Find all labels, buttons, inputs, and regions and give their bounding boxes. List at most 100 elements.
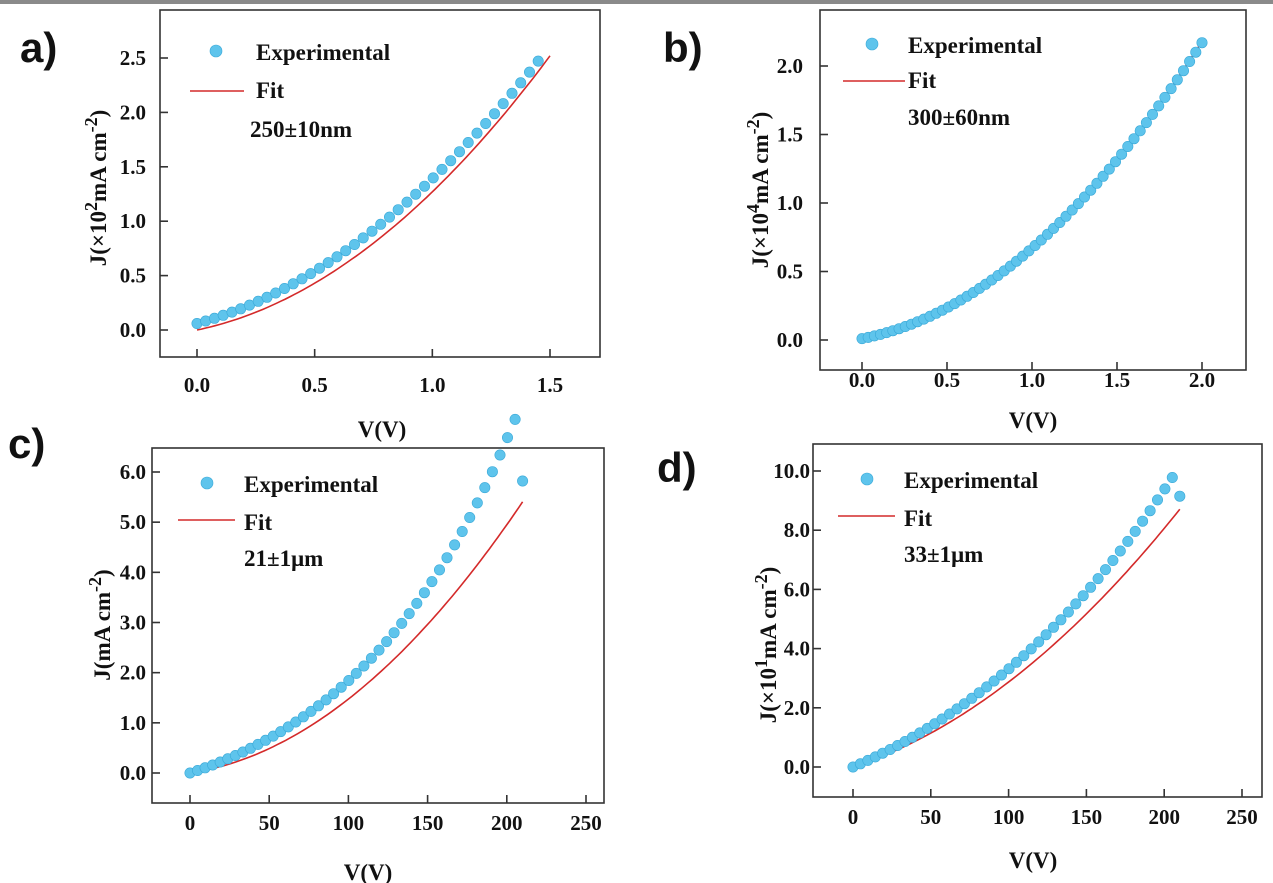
x-tick-label: 150 (1071, 805, 1103, 829)
experimental-point (456, 525, 468, 537)
experimental-point (278, 282, 290, 294)
experimental-point (1048, 621, 1060, 633)
x-tick-label: 100 (333, 811, 365, 835)
experimental-point (1092, 573, 1104, 585)
panel-label: c) (8, 420, 45, 467)
experimental-point (383, 211, 395, 223)
x-tick-label: 1.5 (1104, 368, 1130, 392)
panel-label: d) (657, 444, 697, 491)
experimental-point (1077, 590, 1089, 602)
y-tick-label: 0.5 (777, 260, 803, 284)
y-tick-label: 0.0 (120, 761, 146, 785)
panel-label: a) (20, 24, 57, 71)
plot-frame (159, 9, 601, 358)
y-tick-label: 2.0 (120, 661, 146, 685)
panel-label: b) (663, 24, 703, 71)
experimental-point (471, 497, 483, 509)
experimental-point (1137, 515, 1149, 527)
experimental-point (381, 636, 393, 648)
experimental-point (1190, 46, 1202, 58)
legend-label-fit: Fit (904, 506, 932, 531)
experimental-point (506, 87, 518, 99)
experimental-point (441, 552, 453, 564)
experimental-point (1103, 163, 1115, 175)
x-tick-label: 200 (1148, 805, 1180, 829)
experimental-point (517, 475, 529, 487)
legend-marker-experimental (865, 37, 879, 51)
plot-frame (812, 443, 1263, 798)
y-tick-label: 10.0 (773, 459, 810, 483)
thickness-annotation: 33±1μm (904, 542, 983, 567)
y-tick-label: 4.0 (784, 637, 810, 661)
experimental-point (358, 660, 370, 672)
x-tick-label: 100 (993, 805, 1025, 829)
y-axis-label: J(×101mA cm-2) (751, 567, 781, 724)
experimental-point (515, 77, 527, 89)
y-tick-label: 1.5 (120, 155, 146, 179)
x-tick-label: 0.5 (934, 368, 960, 392)
experimental-point (471, 127, 483, 139)
experimental-point (1159, 483, 1171, 495)
x-axis-label: V(V) (1009, 408, 1058, 433)
experimental-point (426, 576, 438, 588)
experimental-point (497, 98, 509, 110)
experimental-point (1178, 65, 1190, 77)
x-axis-label: V(V) (1009, 848, 1058, 873)
experimental-point (958, 698, 970, 710)
y-tick-label: 8.0 (784, 518, 810, 542)
y-tick-label: 0.0 (120, 318, 146, 342)
y-tick-label: 0.5 (120, 264, 146, 288)
experimental-point (532, 55, 544, 67)
experimental-point (401, 196, 413, 208)
y-axis-label: J(×102mA cm-2) (81, 110, 111, 267)
thickness-annotation: 21±1μm (244, 546, 323, 571)
experimental-point (445, 155, 457, 167)
experimental-point (1040, 629, 1052, 641)
experimental-point (331, 251, 343, 263)
x-tick-label: 1.5 (537, 373, 563, 397)
x-tick-label: 0.0 (184, 373, 210, 397)
y-tick-label: 2.0 (120, 100, 146, 124)
experimental-point (261, 291, 273, 303)
x-tick-label: 0.5 (302, 373, 328, 397)
experimental-point (1171, 74, 1183, 86)
experimental-point (464, 511, 476, 523)
experimental-point (1110, 156, 1122, 168)
experimental-point (1097, 170, 1109, 182)
legend-label-fit: Fit (256, 78, 284, 103)
experimental-point (433, 564, 445, 576)
experimental-point (403, 608, 415, 620)
y-axis-label: J(×104mA cm-2) (743, 112, 773, 269)
x-tick-label: 1.0 (1019, 368, 1045, 392)
experimental-point (973, 687, 985, 699)
x-tick-label: 0 (185, 811, 196, 835)
experimental-point (1129, 525, 1141, 537)
experimental-point (365, 652, 377, 664)
experimental-point (411, 597, 423, 609)
plot-frame (151, 447, 605, 804)
experimental-point (494, 449, 506, 461)
y-tick-label: 2.0 (777, 54, 803, 78)
y-tick-label: 0.0 (777, 328, 803, 352)
legend-label-experimental: Experimental (904, 468, 1038, 493)
experimental-point (981, 681, 993, 693)
y-tick-label: 4.0 (120, 560, 146, 584)
experimental-point (396, 617, 408, 629)
experimental-point (501, 432, 513, 444)
y-tick-label: 2.0 (784, 696, 810, 720)
legend-label-experimental: Experimental (244, 472, 378, 497)
legend-marker-experimental (209, 44, 223, 58)
experimental-point (453, 146, 465, 158)
experimental-point (1196, 37, 1208, 49)
experimental-point (1085, 581, 1097, 593)
experimental-point (340, 245, 352, 257)
x-axis-label: V(V) (358, 417, 407, 442)
x-tick-label: 50 (920, 805, 941, 829)
fit-series-line (852, 508, 1181, 768)
experimental-point (1100, 564, 1112, 576)
fit-series-line (189, 501, 524, 774)
x-tick-label: 200 (491, 811, 523, 835)
experimental-point (1144, 505, 1156, 517)
experimental-point (388, 627, 400, 639)
experimental-point (1174, 490, 1186, 502)
